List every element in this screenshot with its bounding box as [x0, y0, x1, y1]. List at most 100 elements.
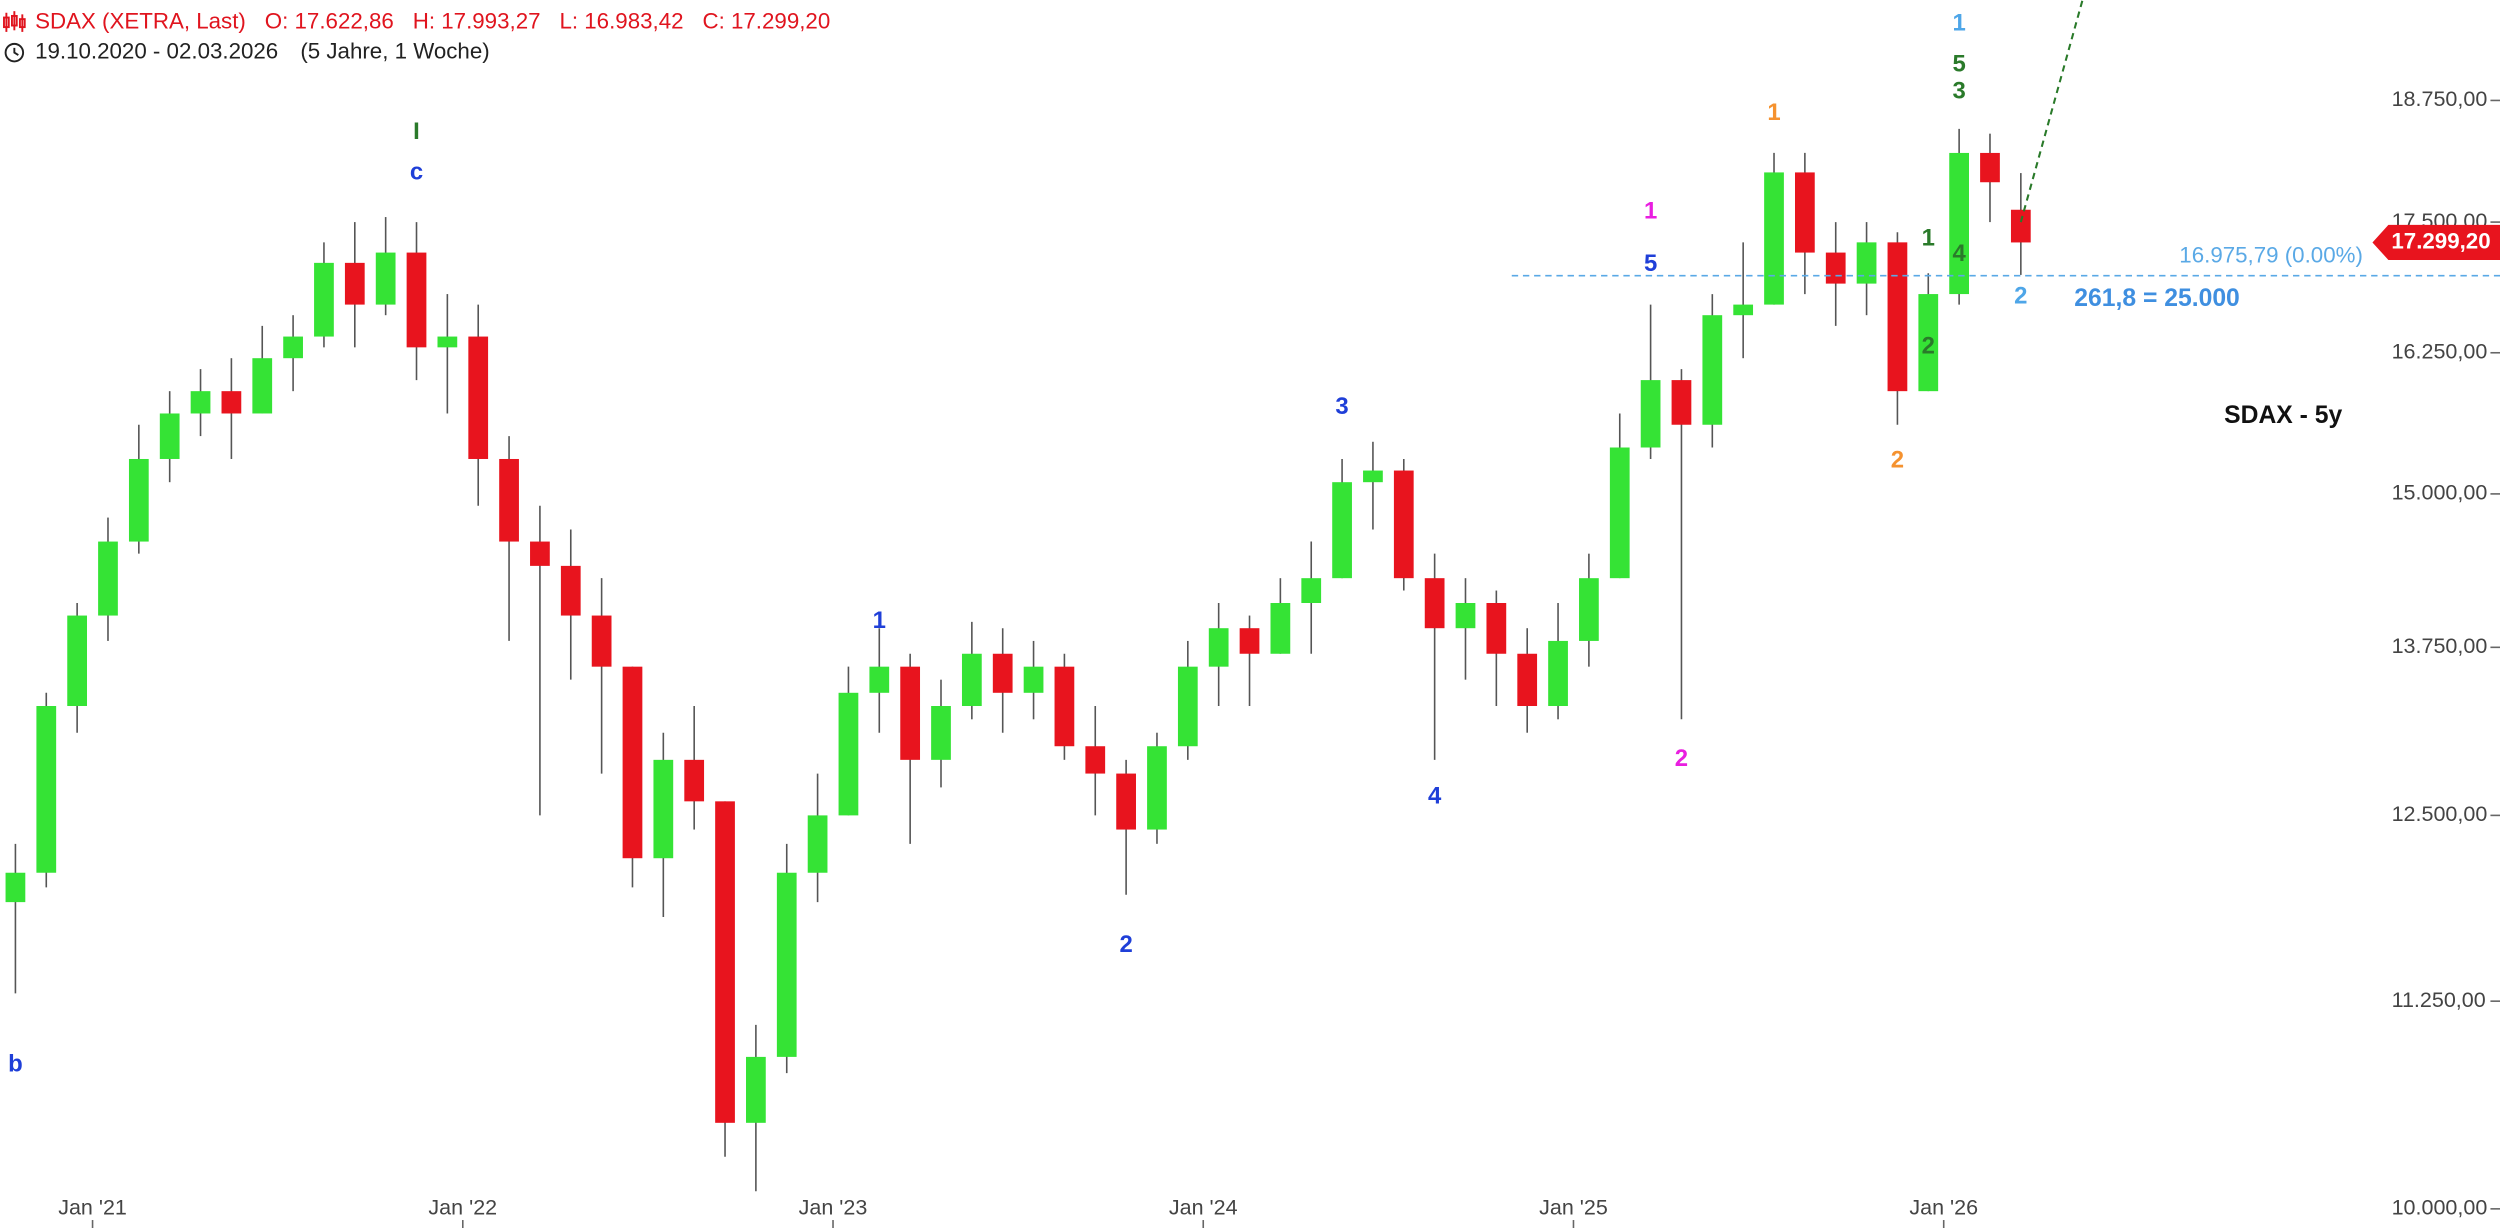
candle-body: [1517, 653, 1538, 707]
candle-body: [807, 815, 828, 873]
candle-body: [1609, 447, 1630, 579]
plot-area: [5, 0, 2084, 1192]
wave-label: 1: [1922, 225, 1935, 252]
y-tick-label: 18.750,00: [2392, 87, 2488, 111]
instrument-title: SDAX (XETRA, Last): [35, 8, 246, 33]
candle-body: [2010, 209, 2031, 243]
x-tick-label: Jan '23: [799, 1196, 868, 1220]
y-tick-label: 10.000,00: [2392, 1196, 2488, 1220]
candle-body: [653, 759, 674, 859]
candle-body: [252, 358, 273, 414]
candle-body: [1980, 152, 2000, 183]
candle-body: [314, 262, 334, 337]
candle-body: [36, 706, 57, 873]
candle-body: [1208, 628, 1229, 667]
candle-body: [684, 759, 705, 802]
candle-body: [530, 541, 550, 566]
clock-icon: [4, 42, 25, 63]
x-tick-label: Jan '24: [1169, 1196, 1238, 1220]
wave-label: I: [413, 118, 420, 145]
ohlc-high: H: 17.993,27: [413, 8, 541, 33]
y-tick-label: 13.750,00: [2392, 634, 2488, 658]
wave-label: 2: [1891, 447, 1904, 474]
target-label: 261,8 = 25.000: [2074, 285, 2240, 312]
wave-label: 1: [1952, 9, 1965, 36]
candle-body: [1918, 294, 1939, 392]
x-tick-label: Jan '22: [428, 1196, 497, 1220]
candle-body: [128, 458, 149, 542]
candle-body: [1702, 315, 1723, 425]
candle-body: [1733, 304, 1754, 316]
level-label: 16.975,79 (0.00%): [2179, 242, 2363, 267]
candle-body: [375, 252, 396, 305]
y-tick-label: 15.000,00: [2392, 481, 2488, 505]
candle-body: [1949, 152, 1970, 295]
wave-label: 2: [1922, 333, 1935, 360]
candle-body: [1640, 380, 1661, 448]
x-tick-label: Jan '25: [1539, 1196, 1608, 1220]
candle-body: [468, 336, 489, 459]
wave-label: 5: [1644, 250, 1657, 277]
y-tick-label: 12.500,00: [2392, 802, 2488, 826]
wave-label: 2: [2014, 283, 2027, 310]
candle-body: [931, 706, 951, 760]
candle-body: [622, 666, 643, 859]
x-tick-label: Jan '26: [1909, 1196, 1978, 1220]
candle-body: [1548, 640, 1568, 707]
candle-body: [406, 252, 427, 348]
candle-body: [992, 653, 1013, 693]
candle-body: [1177, 666, 1198, 747]
candle-body: [5, 872, 26, 903]
wave-label: c: [410, 159, 423, 186]
candle-body: [961, 653, 982, 707]
candle-body: [715, 801, 735, 1123]
date-range: 19.10.2020 - 02.03.2026: [35, 39, 278, 64]
wave-label: 3: [1952, 77, 1965, 104]
wave-label: 1: [873, 607, 886, 634]
candle-body: [437, 336, 458, 348]
candle-body: [159, 413, 180, 459]
candle-body: [776, 872, 797, 1057]
last-price-tag: [2372, 224, 2500, 260]
wave-label: 1: [1644, 197, 1657, 224]
subheader: 19.10.2020 - 02.03.2026 (5 Jahre, 1 Woch…: [35, 39, 490, 64]
candle-body: [1085, 746, 1106, 774]
wave-label: 2: [1119, 931, 1132, 958]
candle-body: [1579, 578, 1599, 641]
wave-label: 4: [1428, 782, 1442, 809]
candle-body: [1116, 773, 1136, 830]
candle-body: [499, 458, 519, 542]
candle-body: [1825, 252, 1846, 284]
chart-label: SDAX - 5y: [2224, 402, 2342, 429]
candle-body: [1239, 628, 1260, 654]
candle-body: [1887, 242, 1908, 392]
x-tick-label: Jan '21: [58, 1196, 127, 1220]
chart-type-icon: [3, 11, 26, 32]
candle-body: [1486, 603, 1507, 654]
candle-body: [1023, 666, 1044, 693]
candle-body: [560, 565, 581, 616]
y-tick-label: 16.250,00: [2392, 339, 2488, 363]
candle-body: [1270, 603, 1291, 654]
candle-body: [869, 666, 890, 693]
ohlc-low: L: 16.983,42: [559, 8, 683, 33]
candle-body: [283, 336, 303, 359]
period: (5 Jahre, 1 Woche): [300, 39, 489, 64]
candle-body: [1794, 172, 1815, 253]
last-price-label: 17.299,20: [2391, 228, 2490, 253]
candle-body: [838, 692, 859, 816]
y-tick-label: 11.250,00: [2392, 988, 2486, 1012]
candle-body: [1764, 172, 1784, 305]
candle-body: [190, 391, 211, 414]
candle-body: [591, 615, 612, 667]
wave-label: 1: [1767, 99, 1780, 126]
candle-body: [98, 541, 118, 616]
candle-body: [1424, 578, 1445, 629]
candle-body: [1332, 482, 1352, 579]
candle-body: [746, 1056, 766, 1123]
candle-body: [1147, 746, 1167, 830]
wave-label: 5: [1952, 50, 1965, 77]
wave-label: 3: [1335, 393, 1348, 420]
